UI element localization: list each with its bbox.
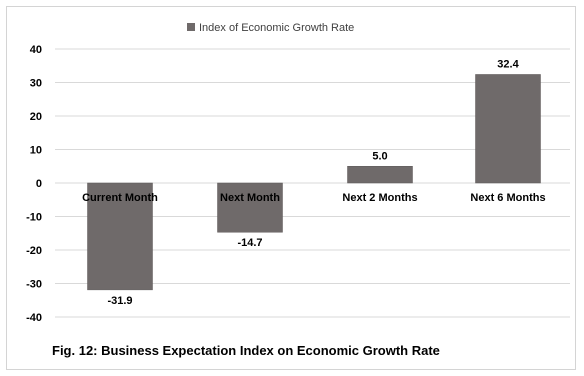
x-category-label: Next 6 Months: [470, 192, 545, 204]
x-category-label: Next Month: [220, 192, 280, 204]
bar: [347, 166, 413, 184]
legend-swatch: [187, 23, 195, 31]
bar: [475, 74, 541, 184]
legend-label: Index of Economic Growth Rate: [199, 22, 354, 34]
y-tick-label: -10: [26, 212, 42, 224]
figure-caption: Fig. 12: Business Expectation Index on E…: [52, 343, 440, 358]
data-label: 5.0: [372, 150, 387, 162]
data-label: 32.4: [497, 58, 519, 70]
y-tick-label: 20: [30, 111, 42, 123]
x-category-label: Next 2 Months: [342, 192, 417, 204]
y-tick-label: -40: [26, 312, 42, 324]
y-tick-label: 10: [30, 145, 42, 157]
y-tick-label: -20: [26, 245, 42, 257]
y-tick-label: 0: [36, 178, 42, 190]
data-label: -31.9: [107, 295, 132, 307]
x-category-label: Current Month: [82, 192, 158, 204]
y-tick-label: 40: [30, 44, 42, 56]
y-tick-label: -30: [26, 279, 42, 291]
bar: [217, 182, 283, 233]
bar: [87, 182, 153, 291]
y-tick-label: 30: [30, 78, 42, 90]
data-label: -14.7: [237, 237, 262, 249]
